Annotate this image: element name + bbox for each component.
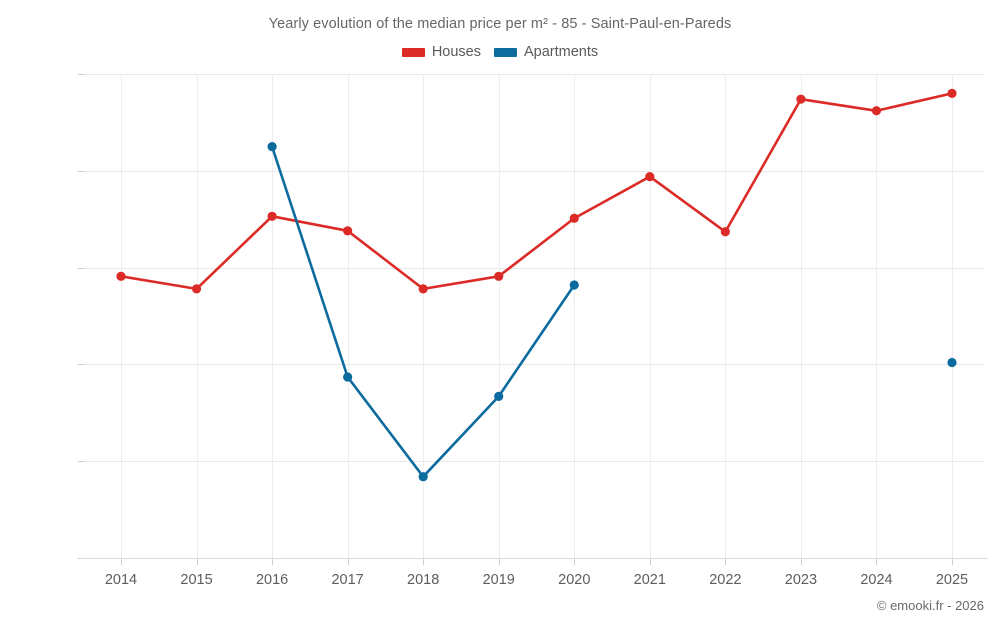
series-line <box>270 145 576 478</box>
series-houses <box>116 88 957 294</box>
data-point-marker[interactable] <box>267 211 277 221</box>
legend-entry-houses[interactable]: Houses <box>401 44 481 60</box>
series-layer <box>116 88 957 482</box>
data-point-marker[interactable] <box>796 94 806 104</box>
data-point-marker[interactable] <box>645 172 655 182</box>
x-gridline <box>574 74 576 558</box>
x-axis-label: 2024 <box>860 572 893 588</box>
x-axis-label: 2018 <box>407 572 440 588</box>
x-axis-tick <box>574 558 576 565</box>
x-axis-label: 2016 <box>255 572 289 588</box>
data-point-marker[interactable] <box>494 271 504 281</box>
x-gridline <box>196 74 198 558</box>
x-axis-label: 2019 <box>482 572 515 588</box>
chart-title: Yearly evolution of the median price per… <box>268 16 732 32</box>
x-axis-tick <box>952 558 953 565</box>
chart-legend: Houses Apartments <box>0 45 1000 60</box>
x-axis-tick <box>272 558 274 565</box>
x-gridline <box>952 74 953 558</box>
x-axis-tick <box>347 558 349 565</box>
data-point-marker[interactable] <box>116 271 126 281</box>
legend-label: Apartments <box>524 44 599 60</box>
x-gridline <box>876 74 878 558</box>
data-point-marker[interactable] <box>569 280 579 290</box>
data-point-marker[interactable] <box>569 213 579 223</box>
x-axis-tick <box>196 558 198 565</box>
y-gridline <box>84 461 984 463</box>
legend-swatch-icon <box>494 47 517 57</box>
x-axis-tick <box>498 558 500 565</box>
y-gridline <box>84 74 984 75</box>
x-axis-tick <box>876 558 878 565</box>
legend-swatch-icon <box>401 47 425 57</box>
data-point-marker[interactable] <box>343 226 353 236</box>
y-axis-tick <box>78 170 84 172</box>
data-point-marker[interactable] <box>191 284 202 294</box>
legend-entry-apartments[interactable]: Apartments <box>494 45 598 60</box>
x-gridline <box>423 74 425 558</box>
x-axis-tick <box>649 558 651 565</box>
x-axis-label: 2017 <box>331 572 364 588</box>
data-point-marker[interactable] <box>343 372 353 382</box>
x-axis-label: 2015 <box>180 572 213 588</box>
x-axis-tick <box>121 558 122 565</box>
x-axis-label: 2021 <box>633 572 666 588</box>
series-apartments <box>267 142 957 482</box>
x-axis-line <box>80 558 988 559</box>
x-axis-label: 2020 <box>558 572 591 588</box>
x-gridline <box>347 74 349 558</box>
x-axis-tick <box>423 558 425 565</box>
x-gridline <box>649 74 651 558</box>
x-axis-label: 2014 <box>104 572 138 588</box>
data-point-marker[interactable] <box>267 142 277 152</box>
plot-area: 0 €500 €1 000 €1 500 €2 000 €2 500 € 201… <box>78 74 988 588</box>
x-gridline <box>800 74 802 558</box>
series-line <box>119 92 954 291</box>
y-axis-tick <box>78 74 84 75</box>
x-gridline <box>498 74 500 558</box>
x-axis-tick <box>725 558 727 565</box>
x-axis-label: 2023 <box>784 572 818 588</box>
data-point-marker[interactable] <box>720 227 730 237</box>
data-point-marker[interactable] <box>947 357 957 368</box>
y-axis-tick <box>78 267 84 269</box>
y-gridline <box>84 364 984 366</box>
x-axis-label: 2025 <box>935 572 969 588</box>
y-axis-tick <box>78 364 84 366</box>
x-gridline <box>121 74 122 558</box>
y-gridline <box>84 170 984 172</box>
data-point-marker[interactable] <box>418 284 428 294</box>
x-axis-label: 2022 <box>709 572 742 588</box>
x-gridline <box>725 74 727 558</box>
data-point-marker[interactable] <box>418 472 428 482</box>
data-point-marker[interactable] <box>871 106 882 116</box>
data-point-marker[interactable] <box>494 391 504 401</box>
y-axis-tick <box>78 461 84 463</box>
y-gridline <box>84 267 984 269</box>
x-gridline <box>272 74 274 558</box>
data-point-marker[interactable] <box>947 88 957 98</box>
copyright-credit: © emooki.fr - 2026 <box>876 598 984 613</box>
legend-label: Houses <box>431 44 481 60</box>
x-axis-tick <box>800 558 802 565</box>
